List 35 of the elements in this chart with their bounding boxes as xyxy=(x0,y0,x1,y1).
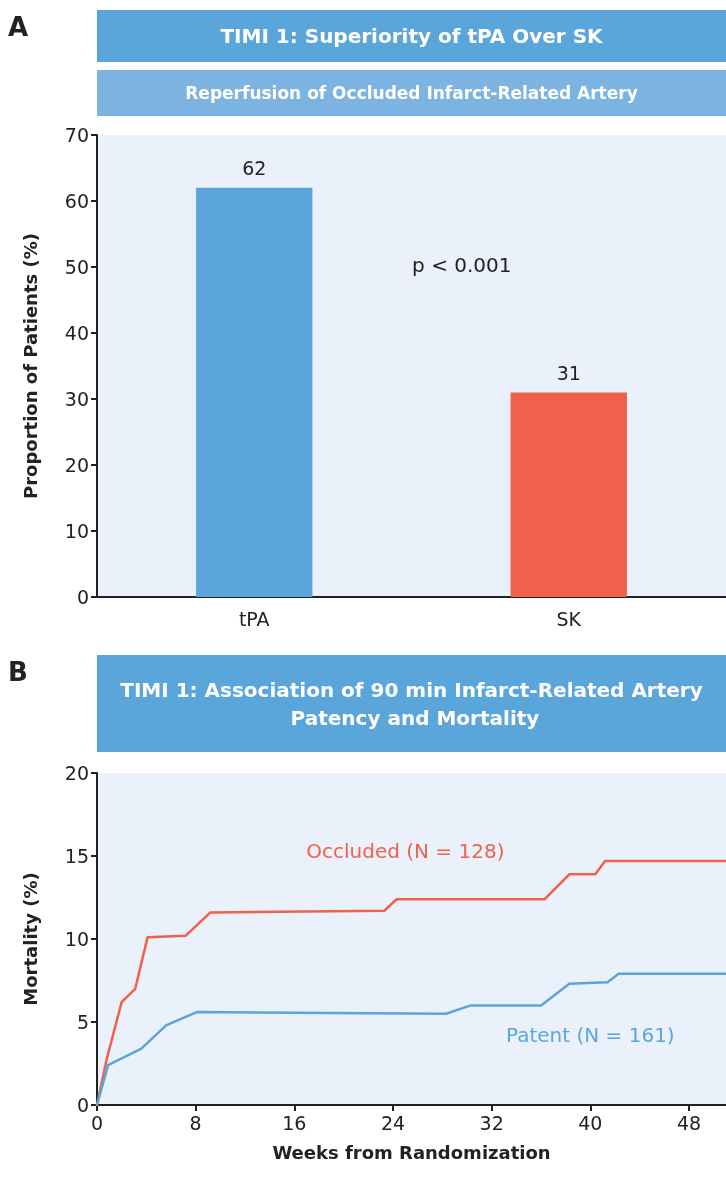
y-tick-label: 5 xyxy=(76,1011,89,1033)
y-tick-label: 60 xyxy=(64,190,89,212)
y-axis-title: Proportion of Patients (%) xyxy=(19,233,41,499)
y-tick-label: 10 xyxy=(64,928,89,950)
y-axis-title: Mortality (%) xyxy=(19,872,41,1006)
x-tick-label: 16 xyxy=(282,1111,307,1134)
y-tick-label: 50 xyxy=(64,256,89,278)
y-tick-label: 0 xyxy=(76,586,89,608)
y-tick-label: 10 xyxy=(64,520,89,542)
y-tick-label: 40 xyxy=(64,322,89,344)
x-tick-label: 8 xyxy=(189,1111,202,1134)
x-tick-label: 0 xyxy=(90,1111,104,1134)
text: B xyxy=(8,657,28,687)
y-tick-label: 0 xyxy=(76,1094,89,1116)
x-tick-label: tPA xyxy=(238,607,270,630)
series-label: Occluded (N = 128) xyxy=(306,839,505,864)
y-tick-label: 20 xyxy=(64,762,89,784)
x-tick-label: 24 xyxy=(380,1111,406,1134)
series-label: Patent (N = 161) xyxy=(506,1023,675,1048)
x-tick-label: 32 xyxy=(479,1111,504,1134)
y-tick-label: 15 xyxy=(64,845,89,867)
annotation: p < 0.001 xyxy=(412,253,512,277)
x-tick-label: 40 xyxy=(578,1111,603,1134)
y-tick-label: 30 xyxy=(64,388,89,410)
chart-subtitle: Reperfusion of Occluded Infarct-Related Artery xyxy=(185,83,638,103)
data-label: 31 xyxy=(556,361,581,384)
data-label: 62 xyxy=(242,157,267,180)
chart-title: TIMI 1: Superiority of tPA Over SK xyxy=(220,24,605,48)
y-tick-label: 70 xyxy=(64,124,89,146)
x-tick-label: SK xyxy=(556,607,582,630)
x-tick-label: 48 xyxy=(676,1111,702,1134)
x-axis-title: Weeks from Randomization xyxy=(272,1141,551,1163)
chart-title: TIMI 1: Association of 90 min Infarct-Related Artery Patency and Mortality xyxy=(120,677,703,730)
y-tick-label: 20 xyxy=(64,454,89,476)
text: A xyxy=(8,12,29,42)
